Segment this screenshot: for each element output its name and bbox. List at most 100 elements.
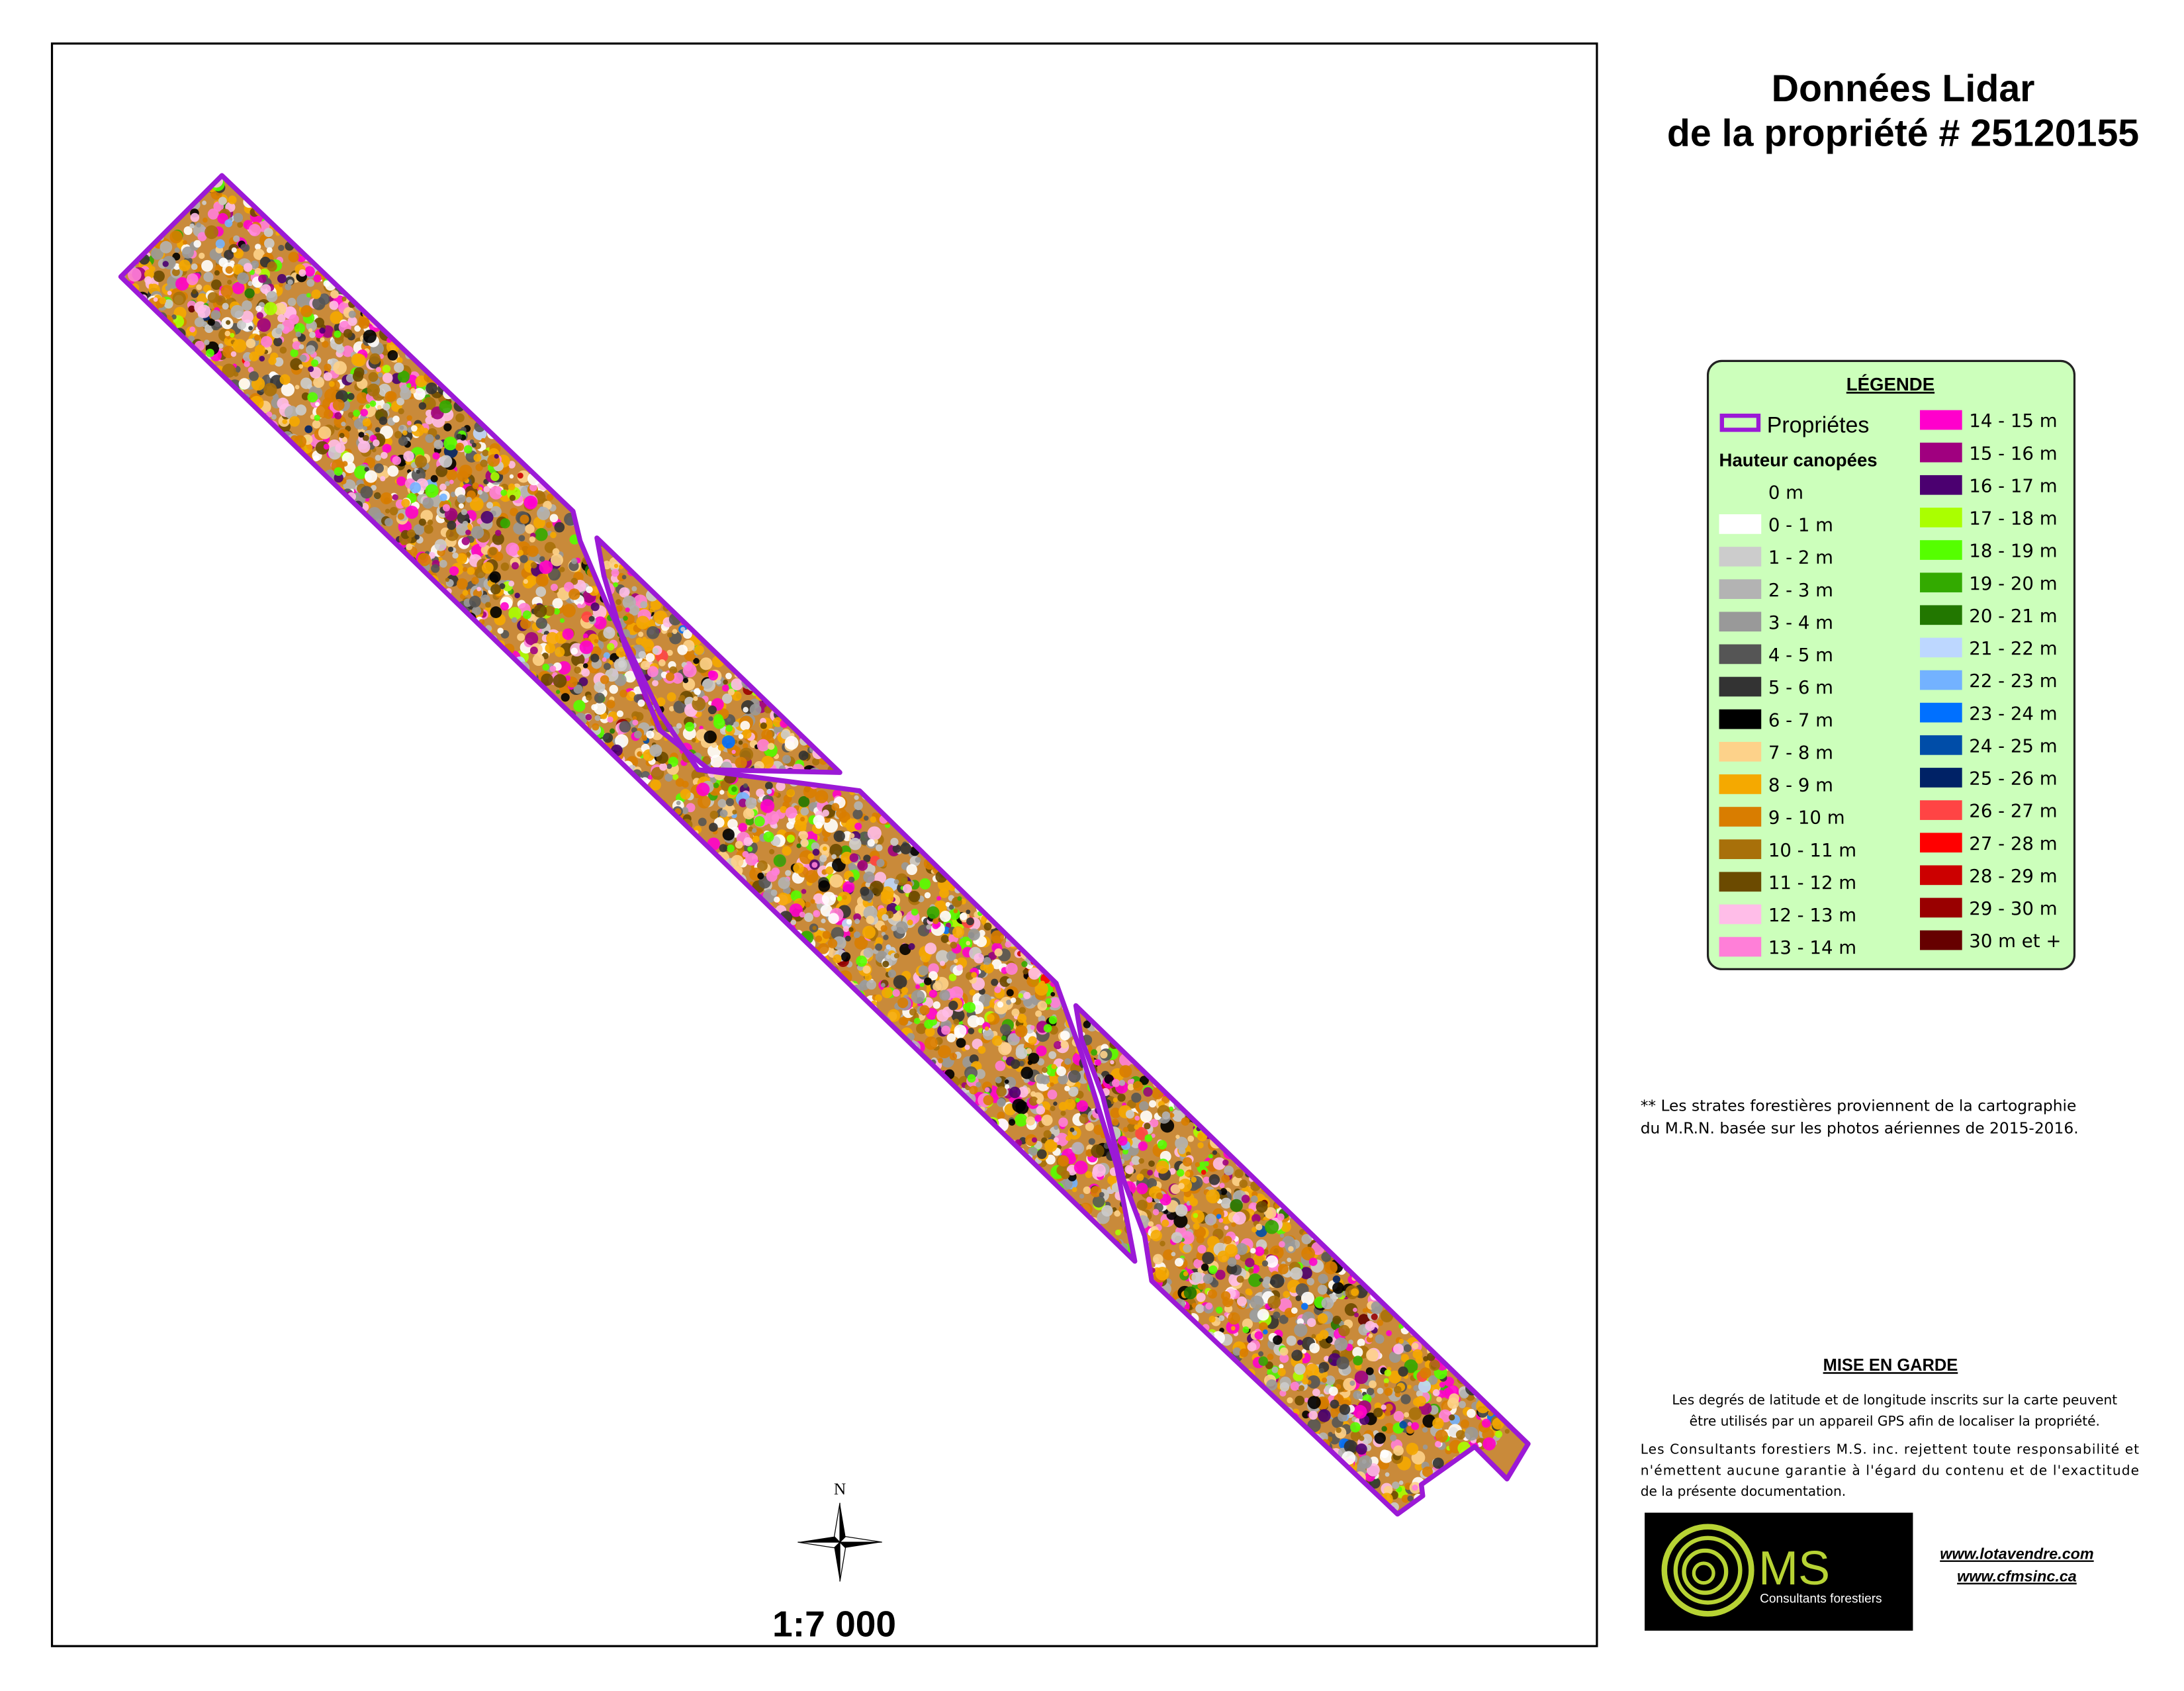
canopy-cell (1138, 1141, 1148, 1151)
canopy-cell (1219, 1183, 1225, 1189)
canopy-cell (603, 627, 615, 639)
canopy-cell (1208, 1316, 1216, 1323)
canopy-cell (699, 686, 704, 691)
canopy-cell (815, 821, 823, 829)
canopy-cell (893, 975, 907, 989)
canopy-cell (1227, 1257, 1237, 1267)
canopy-cell (550, 553, 564, 567)
canopy-cell (1040, 980, 1046, 986)
canopy-cell (233, 235, 240, 242)
canopy-cell (1117, 1136, 1128, 1146)
canopy-cell (1017, 1013, 1027, 1023)
canopy-cell (640, 601, 648, 609)
canopy-cell (1004, 1079, 1009, 1084)
canopy-cell (1398, 1338, 1404, 1344)
canopy-cell (1258, 1351, 1264, 1357)
canopy-cell (924, 1036, 938, 1050)
canopy-cell (815, 790, 829, 803)
canopy-cell (897, 997, 909, 1009)
canopy-cell (1291, 1307, 1298, 1314)
canopy-cell (913, 1017, 921, 1025)
canopy-cell (218, 257, 228, 267)
canopy-cell (201, 259, 213, 272)
canopy-cell (279, 346, 287, 354)
canopy-cell (939, 960, 946, 966)
canopy-cell (181, 246, 195, 259)
canopy-cell (1030, 1025, 1035, 1030)
canopy-cell (1254, 1331, 1263, 1340)
canopy-cell (382, 443, 392, 453)
canopy-cell (1150, 1230, 1162, 1242)
canopy-cell (1005, 962, 1018, 975)
canopy-cell (1258, 1356, 1268, 1366)
canopy-cell (891, 925, 897, 931)
canopy-cell (984, 1087, 990, 1093)
canopy-cell (641, 735, 647, 741)
canopy-cell (461, 509, 468, 516)
canopy-cell (1073, 1160, 1088, 1175)
canopy-cell (406, 415, 412, 421)
canopy-cell (708, 670, 719, 681)
canopy-cell (472, 482, 479, 490)
canopy-cell (555, 647, 565, 657)
canopy-cell (378, 372, 383, 378)
canopy-cell (785, 870, 792, 876)
canopy-cell (379, 416, 388, 426)
canopy-cell (1112, 1207, 1117, 1212)
canopy-cell (399, 425, 404, 430)
canopy-cell (375, 367, 381, 373)
canopy-cell (812, 925, 817, 931)
canopy-cell (1271, 1366, 1279, 1373)
canopy-cell (398, 408, 404, 415)
canopy-cell (1308, 1410, 1318, 1420)
canopy-cell (1232, 1214, 1240, 1222)
canopy-cell (680, 789, 691, 800)
canopy-cell (542, 663, 549, 671)
canopy-cell (248, 326, 253, 331)
canopy-cell (1050, 997, 1061, 1009)
canopy-cell (1384, 1383, 1388, 1387)
canopy-cell (1182, 1157, 1193, 1167)
canopy-cell (550, 531, 557, 539)
canopy-cell (1300, 1267, 1312, 1279)
canopy-cell (1373, 1408, 1383, 1418)
canopy-cell (863, 947, 874, 958)
canopy-cell (1412, 1342, 1419, 1349)
canopy-cell (911, 908, 919, 916)
canopy-cell (709, 823, 718, 832)
canopy-cell (1294, 1363, 1306, 1375)
canopy-cell (193, 240, 201, 248)
canopy-cell (490, 606, 502, 618)
canopy-cell (396, 476, 406, 486)
canopy-cell (1255, 1201, 1268, 1213)
canopy-cell (1055, 1132, 1069, 1146)
canopy-cell (1134, 1124, 1140, 1130)
canopy-cell (793, 862, 804, 874)
canopy-cell (189, 223, 195, 229)
canopy-cell (354, 325, 361, 332)
canopy-cell (707, 705, 717, 715)
canopy-cell (1155, 1266, 1169, 1281)
canopy-cell (1092, 1195, 1105, 1208)
canopy-cell (722, 684, 729, 692)
canopy-cell (1050, 1082, 1054, 1087)
canopy-cell (1306, 1277, 1314, 1286)
canopy-cell (226, 320, 231, 325)
canopy-cell (295, 385, 300, 390)
canopy-cell (852, 809, 863, 819)
canopy-cell (360, 408, 369, 417)
canopy-cell (341, 461, 348, 467)
canopy-cell (418, 402, 427, 410)
canopy-cell (1043, 1130, 1052, 1138)
canopy-cell (397, 513, 404, 520)
canopy-cell (1290, 1381, 1300, 1391)
canopy-cell (1279, 1382, 1290, 1392)
canopy-cell (1011, 1008, 1020, 1017)
canopy-cell (709, 810, 719, 819)
canopy-cell (967, 1074, 976, 1083)
canopy-cell (875, 844, 883, 852)
canopy-cell (804, 901, 811, 908)
canopy-cell (1079, 1113, 1089, 1124)
canopy-cell (1071, 1187, 1077, 1193)
canopy-cell (256, 312, 264, 320)
